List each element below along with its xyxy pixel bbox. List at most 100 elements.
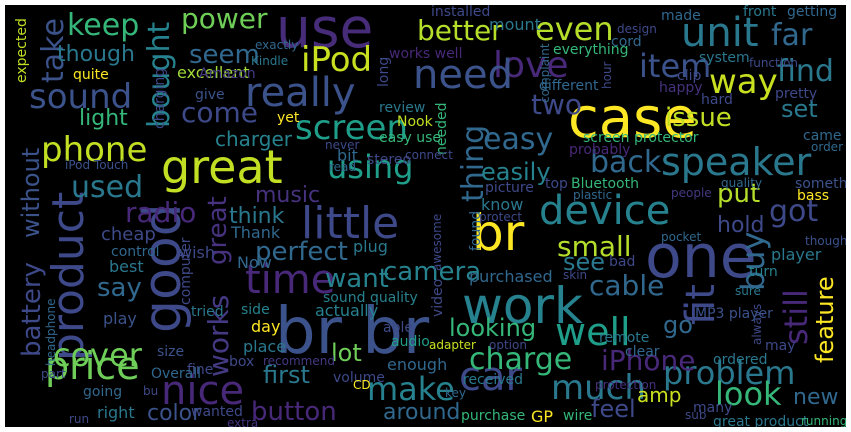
word-cloud: use case one great br br br good work product pri… <box>5 5 846 427</box>
word-color: color <box>147 401 202 426</box>
word-received: received <box>463 372 524 388</box>
word-clip: clip <box>677 68 702 84</box>
word-getting: getting <box>787 5 838 20</box>
word-want: want <box>325 264 389 294</box>
word-side: side <box>241 302 270 318</box>
word-size: size <box>157 344 185 360</box>
word-exactly: exactly <box>255 38 299 52</box>
word-one: one <box>645 222 757 292</box>
word-find: find <box>777 54 834 89</box>
word-front: front <box>743 5 777 20</box>
word-still: still <box>777 289 815 345</box>
word-quite: quite <box>73 67 109 83</box>
word-issue: issue <box>665 103 732 133</box>
word-headphone: headphone <box>44 298 58 366</box>
word-around: around <box>383 400 461 425</box>
word-read: read <box>329 160 357 174</box>
word-protect: protect <box>479 210 523 224</box>
word-never: never <box>325 138 360 152</box>
word-unit: unit <box>681 10 759 56</box>
word-better: better <box>417 14 503 47</box>
word-came: came <box>803 128 842 144</box>
word-using: using <box>327 148 414 186</box>
word-option: option <box>489 338 527 352</box>
word-now: Now <box>237 253 272 272</box>
word-quality: quality <box>721 176 763 190</box>
word-purchased: purchased <box>469 267 553 286</box>
word-know: know <box>481 195 524 214</box>
word-case: case <box>568 86 697 151</box>
word-feel: feel <box>591 395 636 423</box>
word-hour: hour <box>600 61 614 90</box>
word-speaker: speaker <box>661 140 812 184</box>
word-nook: Nook <box>397 114 433 130</box>
word-people: people <box>671 186 712 200</box>
word-nice: nice <box>161 368 245 414</box>
word-function: function <box>749 56 799 70</box>
word-recommend: recommend <box>263 354 335 368</box>
word-see: see <box>563 248 606 276</box>
word-complaint: complaint <box>538 43 552 103</box>
word-made: made <box>661 8 701 24</box>
word-sub: sub <box>685 408 707 422</box>
word-part: part <box>41 367 66 381</box>
word-think: think <box>229 204 285 229</box>
word-run: run <box>69 412 90 426</box>
word-sound: sound <box>29 77 133 117</box>
word-box: box <box>229 354 255 370</box>
word-look: look <box>715 375 782 413</box>
word-yet: yet <box>277 110 300 126</box>
word-charging: charging <box>152 67 168 129</box>
word-new: new <box>793 385 839 410</box>
word-though: though <box>57 42 135 67</box>
word-volume: volume <box>333 370 385 386</box>
word-set: set <box>781 95 818 123</box>
word-screen-protector: screen protector <box>583 130 699 146</box>
word-sure: sure <box>735 284 761 298</box>
word-happy: happy <box>659 80 703 96</box>
word-may: may <box>765 338 796 354</box>
word-ipod-touch: iPod Touch <box>65 158 129 172</box>
word-amp: amp <box>637 383 682 407</box>
word-player: player <box>771 245 822 264</box>
word-different: different <box>539 78 599 94</box>
word-pretty: pretty <box>775 86 818 102</box>
word-problem: problem <box>663 354 796 392</box>
word-skin: skin <box>563 268 588 282</box>
word-really: really <box>245 70 356 116</box>
word-put: put <box>717 179 761 209</box>
word-awesome: awesome <box>430 213 444 271</box>
word-works-well: works well <box>389 46 463 62</box>
word-looking: looking <box>449 314 537 342</box>
word-camera: camera <box>383 257 482 287</box>
word-seem: seem <box>189 40 260 70</box>
word-audio: audio <box>391 334 430 350</box>
word-great: great <box>161 140 283 194</box>
word-give: give <box>195 87 225 103</box>
word-used: used <box>71 170 144 205</box>
word-everything: everything <box>553 42 629 58</box>
word-video: video <box>430 278 446 317</box>
word-expected: expected <box>14 18 30 83</box>
word-many: many <box>693 400 733 416</box>
word-charger: charger <box>215 127 293 151</box>
word-come: come <box>181 96 259 129</box>
word-br-center: br <box>472 204 525 262</box>
word-got: got <box>769 194 819 229</box>
word-two: two <box>531 88 583 121</box>
word-need: need <box>413 52 513 98</box>
word-music: music <box>255 183 321 208</box>
word-running: running <box>801 414 846 427</box>
word-hard: hard <box>701 92 733 108</box>
word-long: long <box>376 56 392 87</box>
word-great-product: great product <box>713 414 809 427</box>
word-going: going <box>83 384 123 400</box>
word-design: design <box>617 22 657 36</box>
word-installed: installed <box>431 5 491 20</box>
word-radio: radio <box>125 196 197 229</box>
word-time: time <box>245 257 336 303</box>
word-ipod: iPod <box>301 40 373 80</box>
word-bit: bit <box>337 146 358 165</box>
word-connect: connect <box>405 148 453 162</box>
